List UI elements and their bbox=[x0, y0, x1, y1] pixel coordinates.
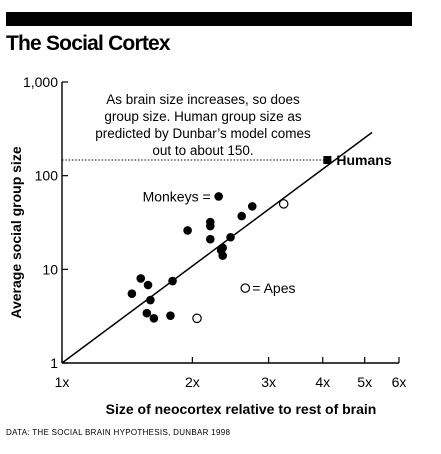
monkey-point bbox=[214, 192, 223, 201]
annotation-line: predicted by Dunbar’s model comes bbox=[95, 126, 311, 141]
regression-line bbox=[61, 131, 373, 364]
monkey-point bbox=[205, 221, 215, 231]
humans-label: Humans bbox=[336, 152, 391, 168]
monkey-point bbox=[168, 276, 177, 286]
human-point bbox=[323, 155, 332, 164]
page-title: The Social Cortex bbox=[6, 32, 171, 55]
x-tick-label: 5x bbox=[357, 374, 372, 390]
chart-marks bbox=[61, 131, 373, 364]
ape-point bbox=[278, 199, 289, 209]
annotation-line: out to about 150. bbox=[152, 143, 253, 158]
annotation-line: As brain size increases, so does bbox=[106, 92, 300, 107]
ape-point bbox=[240, 283, 251, 293]
y-tick-label: 1,000 bbox=[23, 74, 58, 90]
monkey-point bbox=[247, 202, 257, 211]
ape-point bbox=[192, 313, 202, 324]
monkey-point bbox=[146, 295, 155, 305]
source-note: DATA: THE SOCIAL BRAIN HYPOTHESIS, DUNBA… bbox=[6, 428, 231, 437]
x-tick-label: 2x bbox=[185, 374, 200, 390]
x-tick-label: 6x bbox=[392, 374, 407, 390]
y-tick-label: 1 bbox=[50, 355, 58, 371]
monkey-point bbox=[218, 243, 228, 253]
monkey-point bbox=[205, 234, 215, 244]
monkey-point bbox=[143, 280, 153, 290]
chart-axes bbox=[61, 81, 400, 364]
apes-legend-label: = Apes bbox=[252, 280, 295, 296]
x-tick-label: 1x bbox=[55, 374, 70, 390]
monkey-point bbox=[142, 308, 152, 318]
y-tick-label: 100 bbox=[35, 168, 59, 184]
monkey-point bbox=[183, 226, 192, 235]
y-axis-label: Average social group size bbox=[8, 146, 24, 318]
x-tick-label: 4x bbox=[315, 374, 330, 390]
y-tick-label: 10 bbox=[42, 261, 58, 277]
x-axis-label: Size of neocortex relative to rest of br… bbox=[106, 401, 377, 417]
chart-labels: 1 10 100 1,000 1x 2x 3x 4x 5x 6x Size of neocortex… bbox=[8, 74, 406, 417]
x-tick-label: 3x bbox=[261, 374, 276, 390]
monkeys-legend-label: Monkeys = bbox=[143, 188, 211, 204]
monkey-point bbox=[226, 232, 235, 242]
monkey-point bbox=[166, 311, 175, 320]
monkey-point bbox=[237, 211, 247, 221]
monkey-point bbox=[218, 251, 228, 260]
top-bar bbox=[6, 12, 412, 26]
monkey-point bbox=[149, 314, 159, 323]
annotation-line: group size. Human group size as bbox=[104, 109, 302, 124]
monkey-point bbox=[136, 274, 146, 283]
monkey-point bbox=[127, 289, 137, 298]
